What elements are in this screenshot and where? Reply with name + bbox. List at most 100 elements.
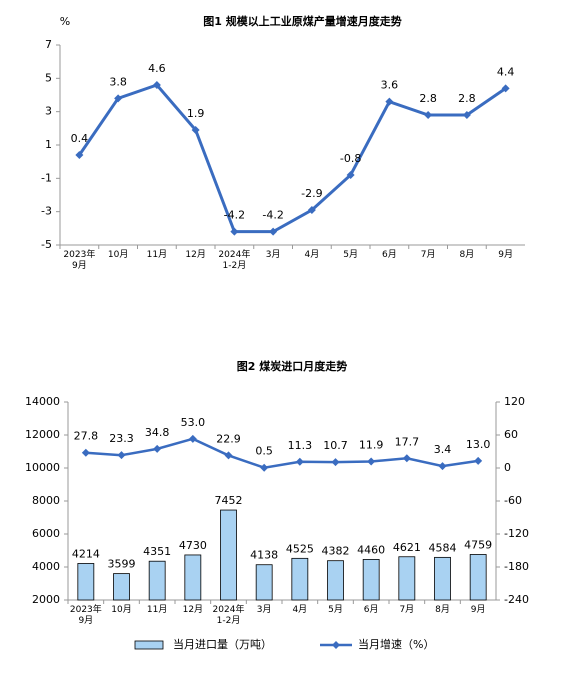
y-tick-label: 3 [45, 105, 52, 118]
y-tick-label: -5 [41, 238, 52, 251]
bar [362, 559, 380, 601]
y-tick-label: 6000 [32, 527, 60, 540]
data-label: 22.9 [216, 432, 241, 445]
x-tick-label: 6月 [363, 605, 379, 615]
data-label: 17.7 [395, 435, 420, 448]
data-label: 3.4 [434, 443, 452, 456]
data-label: 4525 [286, 542, 314, 555]
data-label: 27.8 [74, 430, 99, 443]
chart-title: 图2 煤炭进口月度走势 [237, 359, 347, 373]
data-label: 34.8 [145, 426, 170, 439]
x-tick-label: 12月 [182, 605, 204, 615]
x-tick-label: 9月 [498, 250, 513, 260]
marker [260, 463, 269, 472]
x-tick-label: 4月 [304, 250, 320, 260]
y2-tick-label: -120 [504, 527, 529, 540]
data-label: -4.2 [224, 209, 245, 222]
y-tick-label: 1 [45, 138, 52, 151]
x-tick-label: 10月 [111, 605, 132, 615]
y2-tick-label: 60 [504, 428, 518, 441]
data-label: 4.4 [497, 65, 515, 78]
data-label: 4621 [393, 541, 421, 554]
x-tick-label: 10月 [107, 250, 129, 260]
bar [113, 573, 130, 601]
y2-tick-label: -240 [504, 593, 529, 606]
bar [434, 556, 451, 601]
x-tick-label: 7月 [399, 605, 415, 615]
x-tick-label: 2024年 1-2月 [218, 250, 251, 271]
x-tick-label: 11月 [146, 250, 168, 260]
y2-tick-label: 120 [504, 395, 525, 408]
data-label: 4351 [143, 545, 171, 558]
data-label: 23.3 [109, 432, 134, 445]
x-tick-label: 7月 [420, 250, 436, 260]
x-tick-label: 9月 [470, 605, 486, 615]
x-tick-label: 8月 [459, 250, 475, 260]
data-label: 3599 [108, 558, 136, 571]
data-label: 10.7 [323, 439, 348, 452]
chart-title: 图1 规模以上工业原煤产量增速月度走势 [203, 14, 401, 28]
y-tick-label: 2000 [32, 593, 60, 606]
x-tick-label: 6月 [382, 250, 397, 260]
x-tick-label: 8月 [435, 605, 450, 615]
marker [191, 126, 200, 134]
marker [367, 457, 376, 466]
x-tick-label: 3月 [265, 250, 281, 260]
data-label: 7452 [215, 494, 243, 507]
data-label: 4759 [464, 538, 492, 551]
marker [81, 448, 90, 457]
y2-tick-label: 0 [504, 461, 511, 474]
x-tick-label: 4月 [292, 605, 308, 615]
marker [188, 434, 197, 443]
data-label: 4730 [179, 539, 207, 552]
data-label: 53.0 [181, 416, 206, 429]
marker [307, 206, 316, 214]
y-axis-label: % [60, 15, 70, 28]
x-tick-label: 2023年 9月 [63, 250, 96, 271]
data-label: 0.4 [71, 132, 89, 145]
data-label: 3.6 [381, 79, 399, 92]
x-tick-label: 5月 [343, 250, 358, 260]
legend-label: 当月增速（%） [358, 637, 434, 651]
marker [269, 227, 278, 236]
data-label: 4138 [250, 549, 278, 562]
bar [398, 556, 416, 601]
marker [152, 81, 161, 89]
data-label: 2.8 [458, 92, 476, 105]
marker [402, 454, 411, 463]
marker [474, 456, 483, 465]
data-label: 13.0 [466, 438, 491, 451]
marker [438, 462, 447, 471]
marker [462, 111, 471, 119]
data-label: 11.9 [359, 438, 384, 451]
marker [331, 458, 340, 467]
y-tick-label: 8000 [32, 494, 60, 507]
legend-label: 当月进口量（万吨） [173, 637, 272, 651]
bar [220, 509, 237, 601]
y2-tick-label: -60 [504, 494, 522, 507]
data-label: 0.5 [255, 445, 273, 458]
data-label: -4.2 [262, 209, 283, 222]
data-label: 4382 [322, 545, 350, 558]
data-label: 3.8 [109, 75, 127, 88]
marker [153, 444, 162, 453]
marker [114, 94, 123, 103]
data-label: 11.3 [288, 439, 313, 452]
marker [224, 451, 233, 460]
line [78, 83, 507, 234]
marker [385, 97, 394, 106]
data-label: 4584 [429, 541, 457, 554]
y-tick-label: 7 [45, 38, 52, 51]
x-tick-label: 5月 [328, 605, 343, 615]
bar [469, 554, 487, 601]
marker [424, 111, 433, 119]
bar [184, 554, 202, 601]
y-tick-label: -3 [41, 205, 52, 218]
y2-tick-label: -180 [504, 560, 529, 573]
marker [501, 84, 510, 93]
data-label: 2.8 [419, 92, 437, 105]
x-tick-label: 12月 [185, 250, 206, 260]
y-tick-label: 12000 [25, 428, 60, 441]
